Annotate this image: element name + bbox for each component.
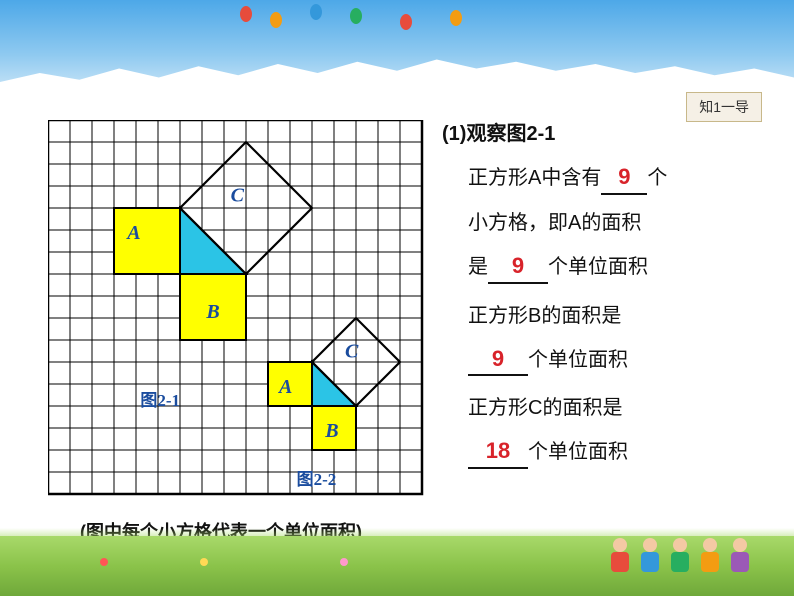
label-c: C: [345, 341, 359, 363]
answer-a-count: 9: [618, 164, 630, 189]
label-a: A: [125, 222, 140, 244]
grass-background: [0, 536, 794, 596]
flower-icon: [200, 558, 208, 566]
flower-icon: [100, 558, 108, 566]
balloon-icon: [450, 10, 462, 26]
text-line: 个单位面积: [548, 256, 648, 278]
text-line: 个单位面积: [528, 441, 628, 463]
kids-illustration: [606, 538, 754, 576]
balloon-icon: [400, 14, 412, 30]
text-line: 正方形C的面积是: [468, 397, 622, 419]
balloon-icon: [350, 8, 362, 24]
text-line: 是: [468, 256, 488, 278]
fig1-label: 图2-1: [140, 391, 180, 410]
text-line: 正方形A中含有: [468, 167, 601, 189]
question-content: (1)观察图2-1 正方形A中含有9个 小方格，即A的面积 是9个单位面积 正方…: [442, 120, 774, 483]
label-a: A: [277, 376, 292, 398]
label-b: B: [324, 420, 338, 442]
label-b: B: [205, 301, 219, 323]
text-line: 正方形B的面积是: [468, 305, 621, 327]
answer-b: 9: [492, 346, 504, 371]
flower-icon: [340, 558, 348, 566]
fig2-label: 图2-2: [297, 470, 337, 489]
prompt: (1)观察图2-1: [442, 123, 555, 145]
grid-svg: A B C A B C 图2-1 图2-2: [48, 120, 428, 516]
balloon-icon: [310, 4, 322, 20]
text-line: 个: [647, 167, 667, 189]
balloon-icon: [270, 12, 282, 28]
answer-c: 18: [486, 438, 510, 463]
balloon-icon: [240, 6, 252, 22]
section-badge: 知1一导: [686, 92, 762, 122]
answer-a-area: 9: [512, 253, 524, 278]
text-line: 小方格，即A的面积: [468, 212, 641, 234]
label-c: C: [231, 184, 245, 206]
text-line: 个单位面积: [528, 349, 628, 371]
grid-figure: A B C A B C 图2-1 图2-2: [48, 120, 428, 516]
